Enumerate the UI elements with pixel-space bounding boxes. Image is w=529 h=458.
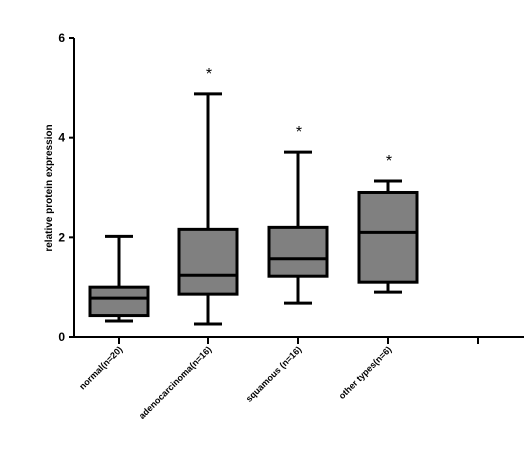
box-series	[88, 92, 419, 326]
box-plot-3	[267, 150, 329, 305]
y-tick-label: 4	[58, 131, 65, 145]
labels: 0 2 4 6 * * * normal(n=20) adenocarcinoma(n=16) s…	[58, 31, 393, 421]
y-axis-label: relative protein expression	[44, 124, 55, 251]
y-tick-label: 0	[58, 330, 65, 344]
significance-marker: *	[296, 124, 302, 141]
x-category-label: other types(n=6)	[337, 344, 394, 401]
box-plot-4	[357, 179, 419, 294]
y-tick-label: 6	[58, 31, 65, 45]
box-iqr	[177, 227, 239, 296]
x-category-label: adenocarcinoma(n=16)	[137, 344, 214, 421]
significance-marker: *	[386, 153, 392, 170]
box-iqr	[357, 190, 419, 284]
box-iqr	[267, 225, 329, 278]
box-iqr	[88, 285, 150, 318]
significance-marker: *	[206, 66, 212, 83]
x-category-label: normal(n=20)	[77, 344, 124, 391]
axes	[69, 37, 524, 344]
y-tick-label: 2	[58, 230, 65, 244]
box-plot-1	[88, 234, 150, 323]
box-plot-2	[177, 92, 239, 326]
x-category-label: squamous (n=16)	[244, 344, 304, 404]
